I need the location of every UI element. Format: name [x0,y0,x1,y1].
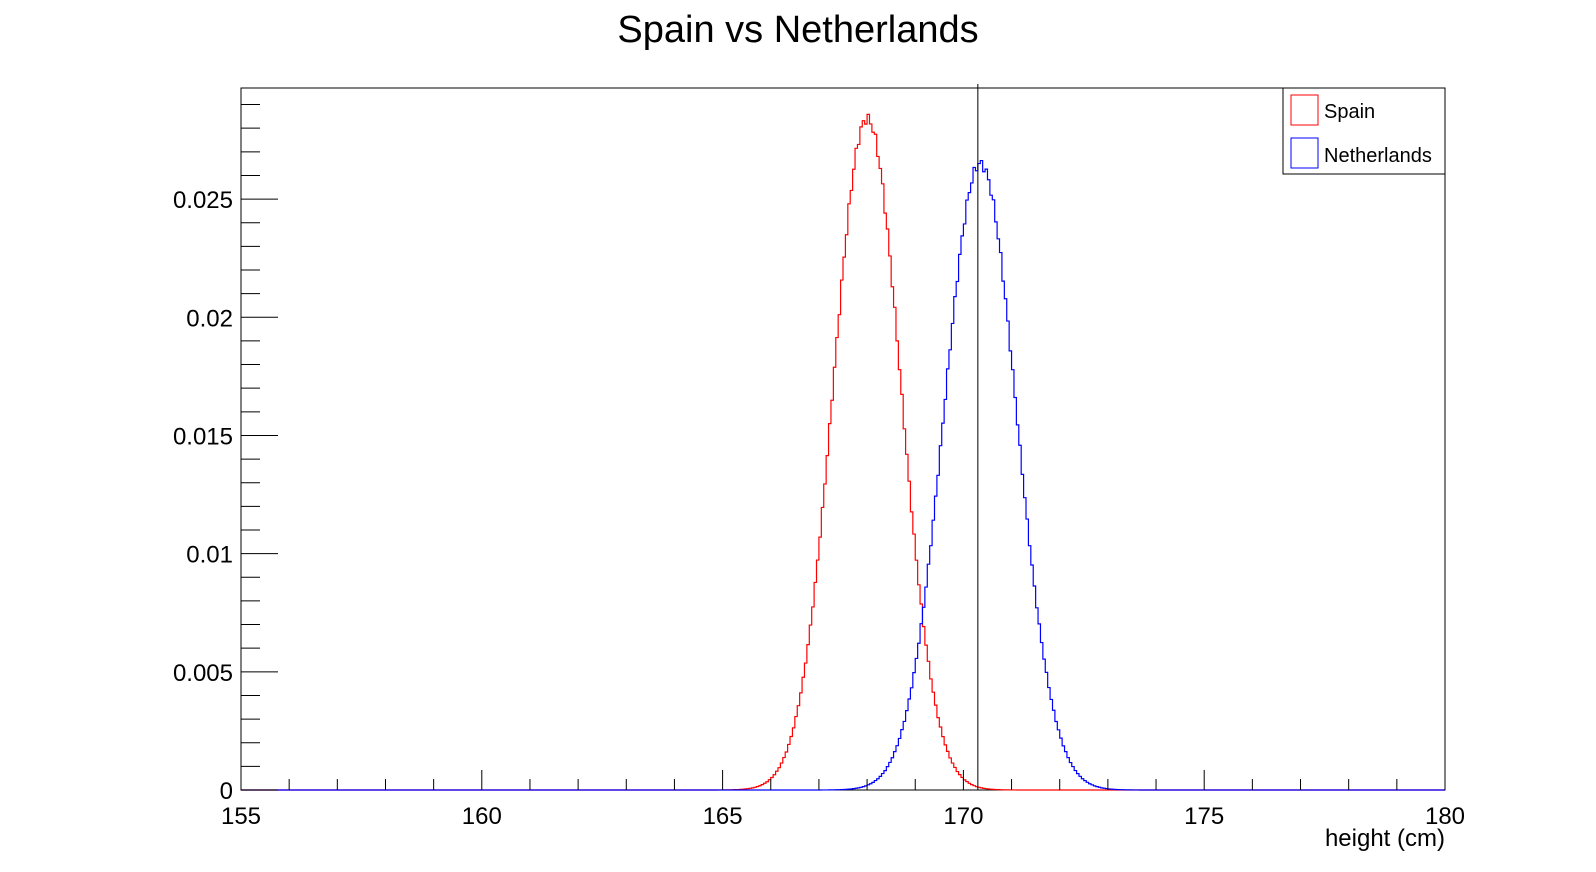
y-tick-label: 0 [220,778,233,805]
legend-label-spain: Spain [1324,101,1375,123]
legend-box [1282,87,1446,175]
y-tick-label: 0.02 [186,305,233,332]
series-netherlands-histogram [241,159,1445,791]
x-tick-label: 155 [221,803,261,830]
series-spain-histogram [241,113,1445,791]
y-tick-label: 0.005 [173,660,233,687]
x-tick-label: 180 [1425,803,1465,830]
legend-swatch-spain [1290,94,1319,126]
y-tick-label: 0.015 [173,423,233,450]
legend-label-netherlands: Netherlands [1324,145,1432,167]
x-axis-label: height (cm) [1325,825,1445,852]
x-tick-label: 160 [462,803,502,830]
y-tick-label: 0.025 [173,187,233,214]
legend-swatch-netherlands [1290,137,1319,169]
chart-title: Spain vs Netherlands [617,9,978,51]
y-tick-label: 0.01 [186,542,233,569]
x-tick-label: 165 [703,803,743,830]
x-tick-label: 175 [1184,803,1224,830]
x-tick-label: 170 [943,803,983,830]
legend: Spain Netherlands [1282,87,1446,175]
plot-frame [240,87,1446,791]
